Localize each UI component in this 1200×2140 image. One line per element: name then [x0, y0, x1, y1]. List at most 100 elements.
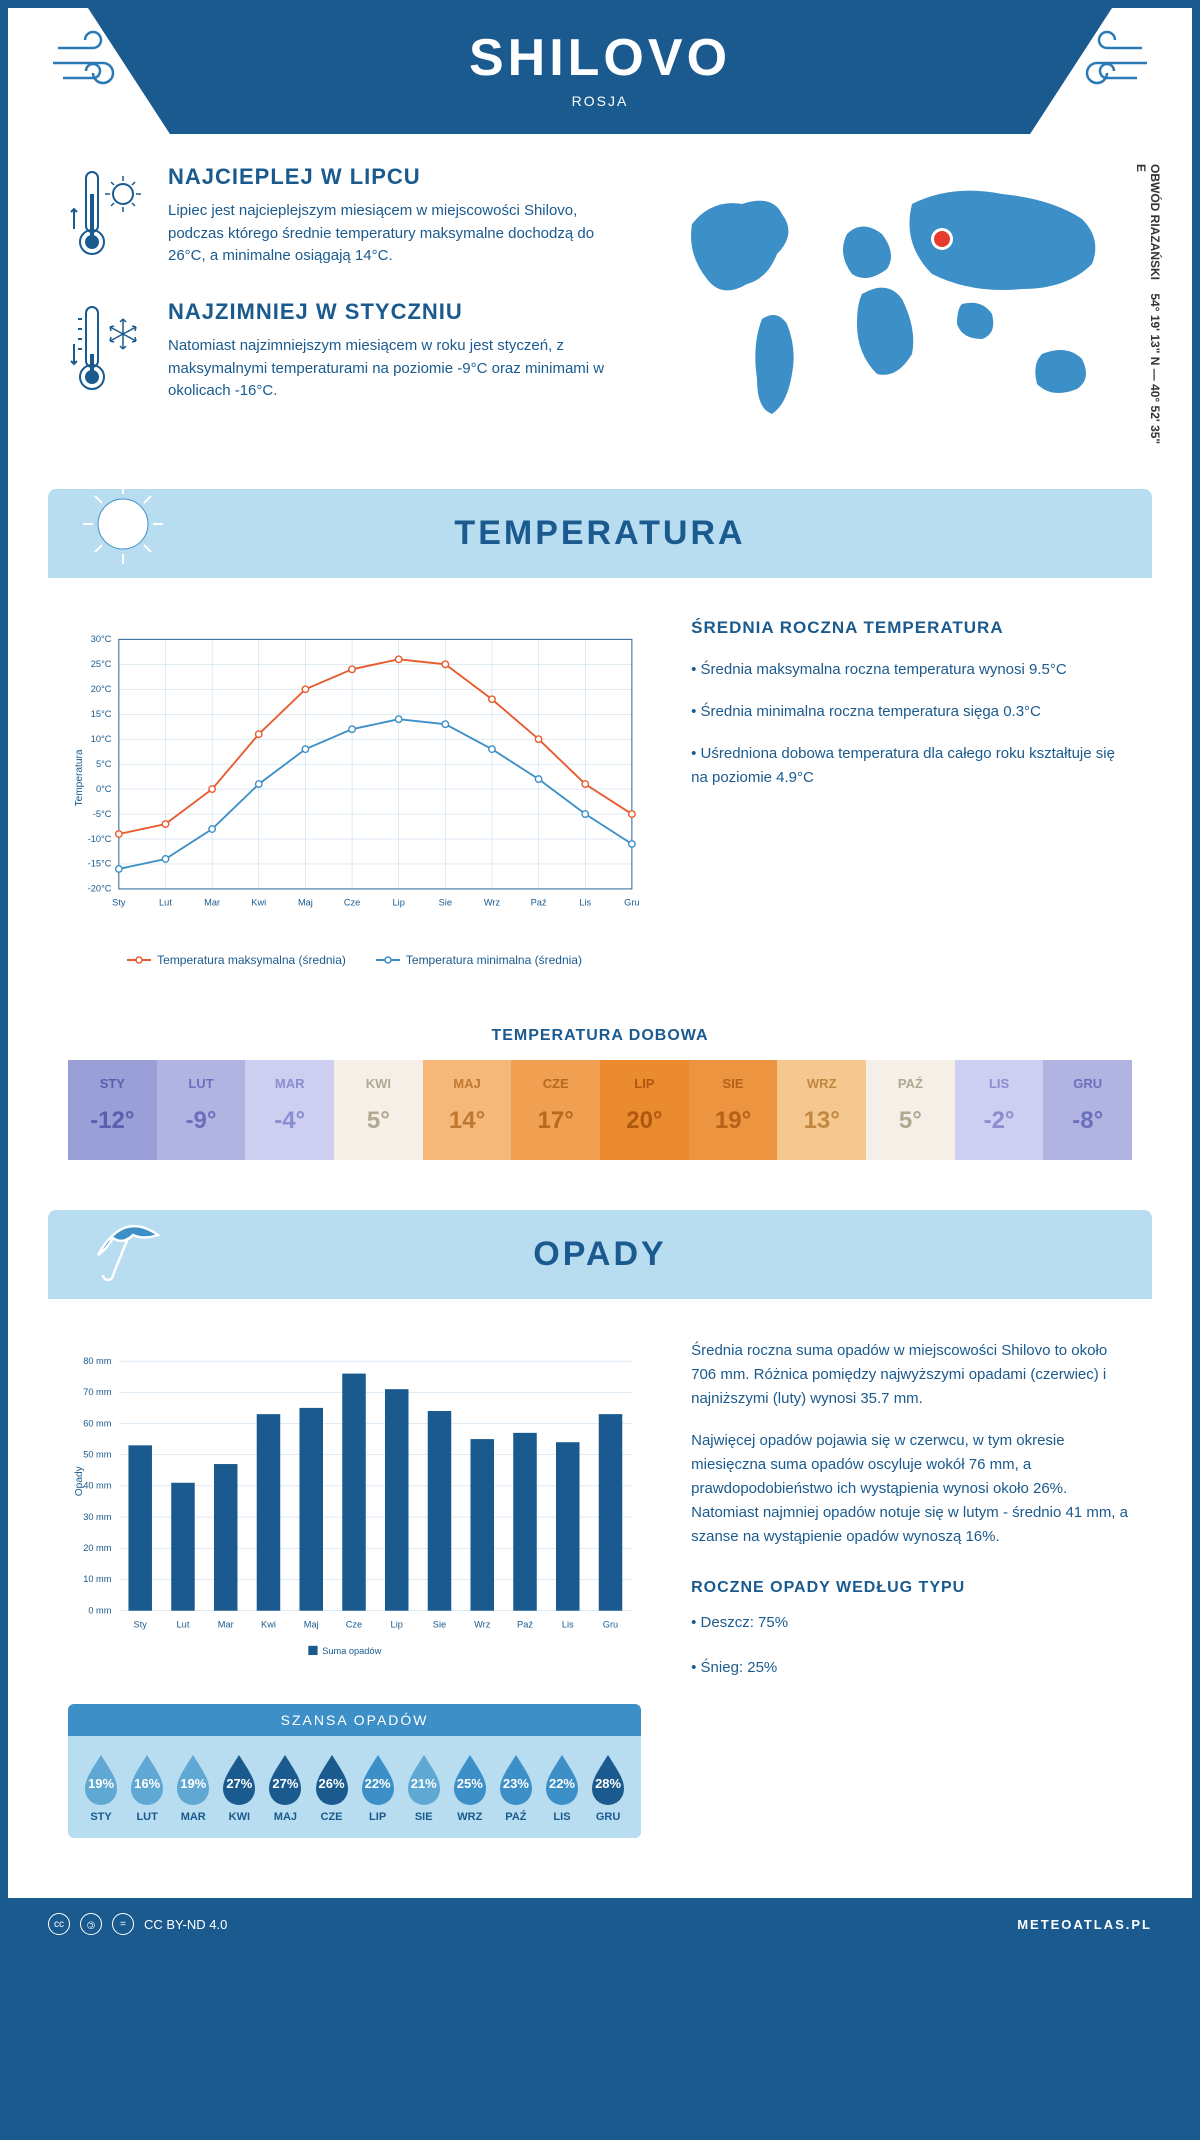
svg-text:40 mm: 40 mm	[83, 1481, 112, 1491]
dobowa-cell: LIS-2°	[955, 1060, 1044, 1160]
opady-content: 0 mm10 mm20 mm30 mm40 mm50 mm60 mm70 mm8…	[8, 1299, 1192, 1858]
dobowa-value: 5°	[866, 1097, 955, 1145]
svg-text:Paź: Paź	[531, 898, 547, 908]
svg-text:-15°C: -15°C	[88, 859, 112, 869]
dobowa-value: 14°	[423, 1097, 512, 1145]
svg-text:5°C: 5°C	[96, 759, 112, 769]
opady-para1: Średnia roczna suma opadów w miejscowośc…	[691, 1339, 1132, 1411]
svg-text:Gru: Gru	[603, 1619, 618, 1629]
dobowa-month: PAŹ	[866, 1070, 955, 1097]
svg-text:Sie: Sie	[433, 1619, 446, 1629]
svg-text:Maj: Maj	[304, 1619, 319, 1629]
drop-icon: 28%	[586, 1751, 630, 1805]
intro-section: NAJCIEPLEJ W LIPCU Lipiec jest najcieple…	[8, 164, 1192, 489]
thermometer-hot-icon	[68, 164, 148, 269]
opady-section-header: OPADY	[48, 1210, 1152, 1299]
footer-license: cc 🄯 = CC BY-ND 4.0	[48, 1913, 227, 1935]
roczne-item: • Śnieg: 25%	[691, 1654, 1132, 1681]
dobowa-month: MAJ	[423, 1070, 512, 1097]
world-map: OBWÓD RIAZAŃSKI 54° 19' 13" N — 40° 52' …	[652, 164, 1132, 449]
intro-left: NAJCIEPLEJ W LIPCU Lipiec jest najcieple…	[68, 164, 612, 449]
szansa-drop: 25%WRZ	[447, 1751, 493, 1823]
szansa-drop: 27%MAJ	[262, 1751, 308, 1823]
dobowa-value: -8°	[1043, 1097, 1132, 1145]
location-title: SHILOVO	[88, 28, 1112, 88]
svg-text:Lis: Lis	[579, 898, 591, 908]
svg-text:Lip: Lip	[393, 898, 405, 908]
dobowa-value: -2°	[955, 1097, 1044, 1145]
svg-text:0 mm: 0 mm	[88, 1605, 111, 1615]
location-country: ROSJA	[88, 93, 1112, 109]
drop-month: KWI	[216, 1811, 262, 1823]
svg-text:80 mm: 80 mm	[83, 1356, 112, 1366]
svg-text:Lut: Lut	[159, 898, 172, 908]
drop-icon: 27%	[263, 1751, 307, 1805]
coldest-title: NAJZIMNIEJ W STYCZNIU	[168, 299, 612, 325]
szansa-drop: 19%STY	[78, 1751, 124, 1823]
svg-text:Suma opadów: Suma opadów	[322, 1646, 381, 1656]
dobowa-month: LUT	[157, 1070, 246, 1097]
svg-text:Maj: Maj	[298, 898, 313, 908]
drop-month: LIS	[539, 1811, 585, 1823]
drop-icon: 26%	[310, 1751, 354, 1805]
szansa-drops: 19%STY16%LUT19%MAR27%KWI27%MAJ26%CZE22%L…	[68, 1736, 641, 1838]
svg-text:Lut: Lut	[177, 1619, 190, 1629]
coldest-text: NAJZIMNIEJ W STYCZNIU Natomiast najzimni…	[168, 299, 612, 404]
svg-text:60 mm: 60 mm	[83, 1418, 112, 1428]
svg-text:Mar: Mar	[218, 1619, 234, 1629]
dobowa-cell: GRU-8°	[1043, 1060, 1132, 1160]
opady-title: OPADY	[533, 1235, 666, 1273]
svg-text:Sty: Sty	[112, 898, 126, 908]
umbrella-icon	[78, 1200, 168, 1290]
temp-line-chart: -20°C-15°C-10°C-5°C0°C5°C10°C15°C20°C25°…	[68, 618, 641, 938]
szansa-drop: 22% LIP	[355, 1751, 401, 1823]
svg-text:0°C: 0°C	[96, 784, 112, 794]
coords-region: OBWÓD RIAZAŃSKI	[1148, 164, 1162, 280]
dobowa-month: SIE	[689, 1070, 778, 1097]
dobowa-value: 17°	[511, 1097, 600, 1145]
svg-text:-5°C: -5°C	[93, 809, 112, 819]
svg-text:70 mm: 70 mm	[83, 1387, 112, 1397]
footer-site: METEOATLAS.PL	[1017, 1917, 1152, 1932]
svg-text:Paź: Paź	[517, 1619, 533, 1629]
svg-text:Sty: Sty	[134, 1619, 148, 1629]
svg-text:Mar: Mar	[204, 898, 220, 908]
dobowa-month: MAR	[245, 1070, 334, 1097]
temp-bullet: • Uśredniona dobowa temperatura dla całe…	[691, 742, 1132, 790]
cc-icon: cc	[48, 1913, 70, 1935]
temp-side-title: ŚREDNIA ROCZNA TEMPERATURA	[691, 618, 1132, 638]
dobowa-month: WRZ	[777, 1070, 866, 1097]
svg-text:Kwi: Kwi	[261, 1619, 276, 1629]
drop-month: SIE	[401, 1811, 447, 1823]
dobowa-value: 13°	[777, 1097, 866, 1145]
dobowa-cell: LIP20°	[600, 1060, 689, 1160]
temp-bullet: • Średnia maksymalna roczna temperatura …	[691, 658, 1132, 682]
legend-item: Temperatura minimalna (średnia)	[376, 953, 582, 967]
drop-icon: 22%	[356, 1751, 400, 1805]
dobowa-cell: MAJ14°	[423, 1060, 512, 1160]
dobowa-value: -12°	[68, 1097, 157, 1145]
svg-text:Wrz: Wrz	[484, 898, 501, 908]
hottest-text: NAJCIEPLEJ W LIPCU Lipiec jest najcieple…	[168, 164, 612, 269]
roczne-item: • Deszcz: 75%	[691, 1609, 1132, 1636]
szansa-drop: 23%PAŹ	[493, 1751, 539, 1823]
drop-month: WRZ	[447, 1811, 493, 1823]
svg-text:Lip: Lip	[391, 1619, 403, 1629]
drop-month: STY	[78, 1811, 124, 1823]
coordinates: OBWÓD RIAZAŃSKI 54° 19' 13" N — 40° 52' …	[1134, 164, 1162, 449]
szansa-drop: 28%GRU	[585, 1751, 631, 1823]
dobowa-value: -4°	[245, 1097, 334, 1145]
svg-text:Gru: Gru	[624, 898, 639, 908]
license-text: CC BY-ND 4.0	[144, 1917, 227, 1932]
opady-bar-chart: 0 mm10 mm20 mm30 mm40 mm50 mm60 mm70 mm8…	[68, 1339, 641, 1679]
dobowa-month: KWI	[334, 1070, 423, 1097]
svg-text:50 mm: 50 mm	[83, 1449, 112, 1459]
szansa-drop: 22%LIS	[539, 1751, 585, 1823]
dobowa-value: 20°	[600, 1097, 689, 1145]
thermometer-cold-icon	[68, 299, 148, 404]
drop-month: MAR	[170, 1811, 216, 1823]
nd-icon: =	[112, 1913, 134, 1935]
drop-month: LIP	[355, 1811, 401, 1823]
coldest-desc: Natomiast najzimniejszym miesiącem w rok…	[168, 335, 612, 403]
svg-text:20°C: 20°C	[91, 684, 112, 694]
